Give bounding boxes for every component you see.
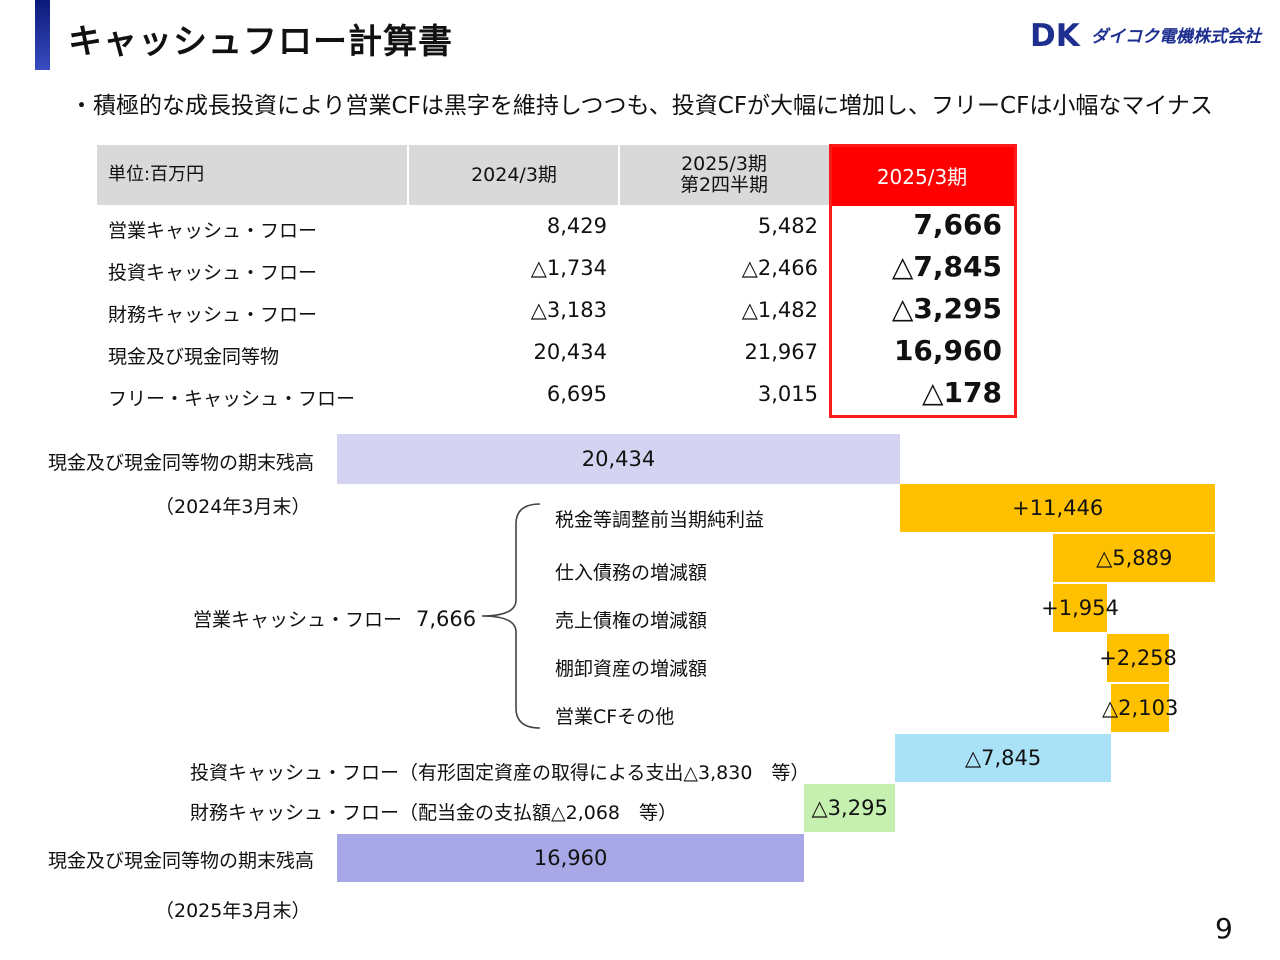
operating-item-label: 税金等調整前当期純利益 [555, 509, 765, 531]
table-cell: △1,482 [741, 298, 818, 322]
unit-label: 単位:百万円 [108, 164, 205, 186]
investing-cf-label: 投資キャッシュ・フロー（有形固定資産の取得による支出△3,830 等） [190, 762, 810, 784]
waterfall-bar-pretax-income: +11,446 [900, 484, 1216, 532]
table-cell: △3,183 [530, 298, 607, 322]
operating-item-label: 営業CFその他 [555, 706, 675, 728]
dk-logo-icon: DK [1030, 18, 1081, 51]
closing-balance-label: 現金及び現金同等物の期末残高 [48, 850, 315, 872]
operating-cf-group-label: 営業キャッシュ・フロー 7,666 [193, 605, 476, 632]
table-cell-highlight: △3,295 [891, 292, 1002, 325]
row-label: フリー・キャッシュ・フロー [108, 388, 356, 410]
row-label: 財務キャッシュ・フロー [108, 304, 318, 326]
table-cell: 20,434 [533, 340, 607, 364]
page-title: キャッシュフロー計算書 [68, 22, 453, 62]
waterfall-bar-financing: △3,295 [804, 784, 896, 832]
summary-bullet: ・積極的な成長投資により営業CFは黒字を維持しつつも、投資CFが大幅に増加し、フ… [70, 93, 1213, 119]
table-cell: 5,482 [757, 214, 818, 238]
row-label: 営業キャッシュ・フロー [108, 220, 318, 242]
operating-item-label: 仕入債務の増減額 [555, 562, 708, 584]
table-cell-highlight: △7,845 [891, 250, 1002, 283]
column-header-2025: 2025/3期 [830, 144, 1014, 206]
operating-item-label: 売上債権の増減額 [555, 610, 708, 632]
header-divider [618, 145, 620, 205]
operating-item-label: 棚卸資産の増減額 [555, 658, 708, 680]
opening-balance-label: 現金及び現金同等物の期末残高 [48, 452, 315, 474]
page-number: 9 [1215, 912, 1233, 945]
column-header-2025-q2: 2025/3期 第2四半期 [622, 145, 826, 205]
table-cell: 21,967 [744, 340, 818, 364]
financing-cf-label: 財務キャッシュ・フロー（配当金の支払額△2,068 等） [190, 802, 678, 824]
table-cell: △2,466 [741, 256, 818, 280]
company-logo: DK ダイコク電機株式会社 [1030, 14, 1261, 54]
waterfall-bar-payables: △5,889 [1053, 534, 1216, 582]
title-accent-bar [35, 0, 50, 70]
operating-cf-value: 7,666 [416, 607, 477, 631]
row-label: 現金及び現金同等物 [108, 346, 280, 368]
waterfall-bar-inventory: +2,258 [1099, 634, 1177, 682]
waterfall-bar-receivables: +1,954 [1041, 584, 1119, 632]
column-header-line: 第2四半期 [679, 174, 769, 196]
waterfall-bar-opening: 20,434 [337, 434, 900, 484]
header-divider [407, 145, 409, 205]
waterfall-bar-closing: 16,960 [337, 834, 805, 882]
table-cell-highlight: 7,666 [913, 208, 1002, 241]
company-name: ダイコク電機株式会社 [1091, 26, 1261, 47]
operating-cf-label: 営業キャッシュ・フロー [193, 609, 403, 631]
table-cell: 3,015 [757, 382, 818, 406]
closing-period-label: （2025年3月末） [155, 900, 311, 922]
curly-brace-icon [481, 503, 541, 729]
waterfall-bar-operating-other: △2,103 [1102, 684, 1178, 732]
waterfall-bar-investing: △7,845 [895, 734, 1112, 782]
svg-text:DK: DK [1030, 18, 1081, 51]
table-header [97, 145, 829, 205]
table-cell: 8,429 [546, 214, 607, 238]
opening-period-label: （2024年3月末） [155, 496, 311, 518]
table-cell: △1,734 [530, 256, 607, 280]
table-cell: 6,695 [546, 382, 607, 406]
column-header-line: 2025/3期 [681, 153, 767, 176]
column-header-2024: 2024/3期 [471, 163, 557, 186]
row-label: 投資キャッシュ・フロー [108, 262, 318, 284]
table-cell-highlight: 16,960 [893, 334, 1002, 367]
table-cell-highlight: △178 [922, 376, 1002, 409]
highlight-frame [829, 144, 1017, 418]
